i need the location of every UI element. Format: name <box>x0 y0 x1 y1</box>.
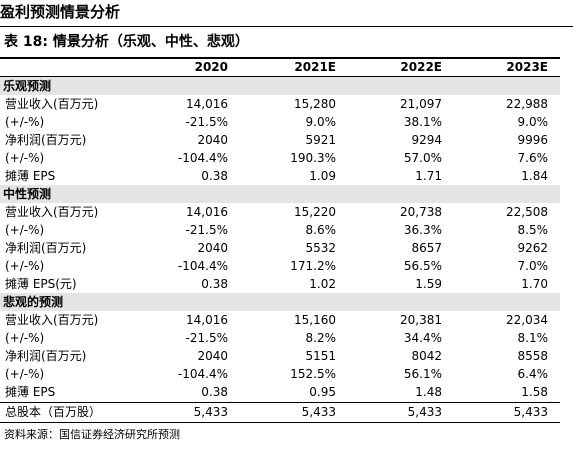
row-label: (+/-%) <box>5 259 45 273</box>
cell: 38.1% <box>403 115 442 129</box>
row-label: 摊薄 EPS <box>5 169 56 183</box>
cell: 15,160 <box>294 313 336 327</box>
rule <box>0 26 573 27</box>
cell: 5,433 <box>513 405 548 419</box>
row-label: 总股本（百万股） <box>5 405 102 419</box>
cell: -21.5% <box>185 331 228 345</box>
cell: 6.4% <box>517 367 549 381</box>
row-label: 营业收入(百万元) <box>5 205 99 219</box>
row-label: 净利润(百万元) <box>5 133 87 147</box>
cell: 1.48 <box>415 385 442 399</box>
cell: 2040 <box>197 349 228 363</box>
row-label: 营业收入(百万元) <box>5 97 99 111</box>
cell: 1.71 <box>415 169 442 183</box>
cell: 22,988 <box>506 97 548 111</box>
cell: 1.70 <box>521 277 548 291</box>
table-title: 表 18: 情景分析（乐观、中性、悲观） <box>4 34 249 50</box>
cell: 56.1% <box>403 367 442 381</box>
row-label: 净利润(百万元) <box>5 241 87 255</box>
cell: 15,220 <box>294 205 336 219</box>
cell: 36.3% <box>403 223 442 237</box>
cell: 21,097 <box>400 97 442 111</box>
cell: 190.3% <box>290 151 336 165</box>
row-label: 摊薄 EPS(元) <box>5 277 77 291</box>
row-label: (+/-%) <box>5 223 45 237</box>
cell: 5151 <box>305 349 336 363</box>
cell: 9.0% <box>305 115 337 129</box>
cell: 0.38 <box>201 169 228 183</box>
cell: 9262 <box>517 241 548 255</box>
section-name: 中性预测 <box>3 187 52 201</box>
cell: 1.02 <box>309 277 336 291</box>
cell: 2040 <box>197 241 228 255</box>
row-label: (+/-%) <box>5 331 45 345</box>
cell: 5,433 <box>193 405 228 419</box>
section-name: 乐观预测 <box>3 79 52 93</box>
cell: 14,016 <box>186 205 228 219</box>
cell: -104.4% <box>177 151 228 165</box>
cell: 7.6% <box>517 151 549 165</box>
cell: 8.5% <box>517 223 549 237</box>
cell: 8042 <box>411 349 442 363</box>
cell: 5532 <box>305 241 336 255</box>
cell: 8.1% <box>517 331 549 345</box>
row-label: 摊薄 EPS <box>5 385 56 399</box>
cell: 152.5% <box>290 367 336 381</box>
rule <box>0 57 560 59</box>
section-bg <box>0 185 560 203</box>
page-title: 盈利预测情景分析 <box>0 3 121 21</box>
cell: 20,738 <box>400 205 442 219</box>
cell: 9996 <box>517 133 548 147</box>
cell: 171.2% <box>290 259 336 273</box>
cell: 9.0% <box>517 115 549 129</box>
cell: 0.38 <box>201 385 228 399</box>
cell: 0.95 <box>309 385 336 399</box>
section-bg <box>0 293 560 311</box>
row-label: 净利润(百万元) <box>5 349 87 363</box>
cell: 1.09 <box>309 169 336 183</box>
row-label: (+/-%) <box>5 151 45 165</box>
cell: 57.0% <box>403 151 442 165</box>
column-header: 2022E <box>400 60 442 74</box>
cell: -104.4% <box>177 367 228 381</box>
rule <box>0 402 560 403</box>
cell: 15,280 <box>294 97 336 111</box>
rule <box>0 422 560 423</box>
cell: 1.84 <box>521 169 548 183</box>
cell: 8558 <box>517 349 548 363</box>
cell: 2040 <box>197 133 228 147</box>
cell: -104.4% <box>177 259 228 273</box>
source: 资料来源：国信证券经济研究所预测 <box>4 428 180 441</box>
cell: 5921 <box>305 133 336 147</box>
section-name: 悲观的预测 <box>3 295 64 309</box>
cell: 56.5% <box>403 259 442 273</box>
row-label: 营业收入(百万元) <box>5 313 99 327</box>
cell: 22,508 <box>506 205 548 219</box>
cell: 22,034 <box>506 313 548 327</box>
column-header: 2023E <box>506 60 548 74</box>
row-label: (+/-%) <box>5 115 45 129</box>
cell: 5,433 <box>301 405 336 419</box>
column-header: 2021E <box>294 60 336 74</box>
cell: 1.58 <box>521 385 548 399</box>
column-header: 2020 <box>194 60 228 74</box>
cell: -21.5% <box>185 223 228 237</box>
cell: 14,016 <box>186 97 228 111</box>
cell: 14,016 <box>186 313 228 327</box>
cell: 7.0% <box>517 259 549 273</box>
cell: -21.5% <box>185 115 228 129</box>
cell: 8.6% <box>305 223 337 237</box>
cell: 20,381 <box>400 313 442 327</box>
cell: 5,433 <box>407 405 442 419</box>
cell: 34.4% <box>403 331 442 345</box>
cell: 9294 <box>411 133 442 147</box>
row-label: (+/-%) <box>5 367 45 381</box>
cell: 8657 <box>411 241 442 255</box>
cell: 0.38 <box>201 277 228 291</box>
cell: 8.2% <box>305 331 337 345</box>
cell: 1.59 <box>415 277 442 291</box>
section-bg <box>0 77 560 95</box>
